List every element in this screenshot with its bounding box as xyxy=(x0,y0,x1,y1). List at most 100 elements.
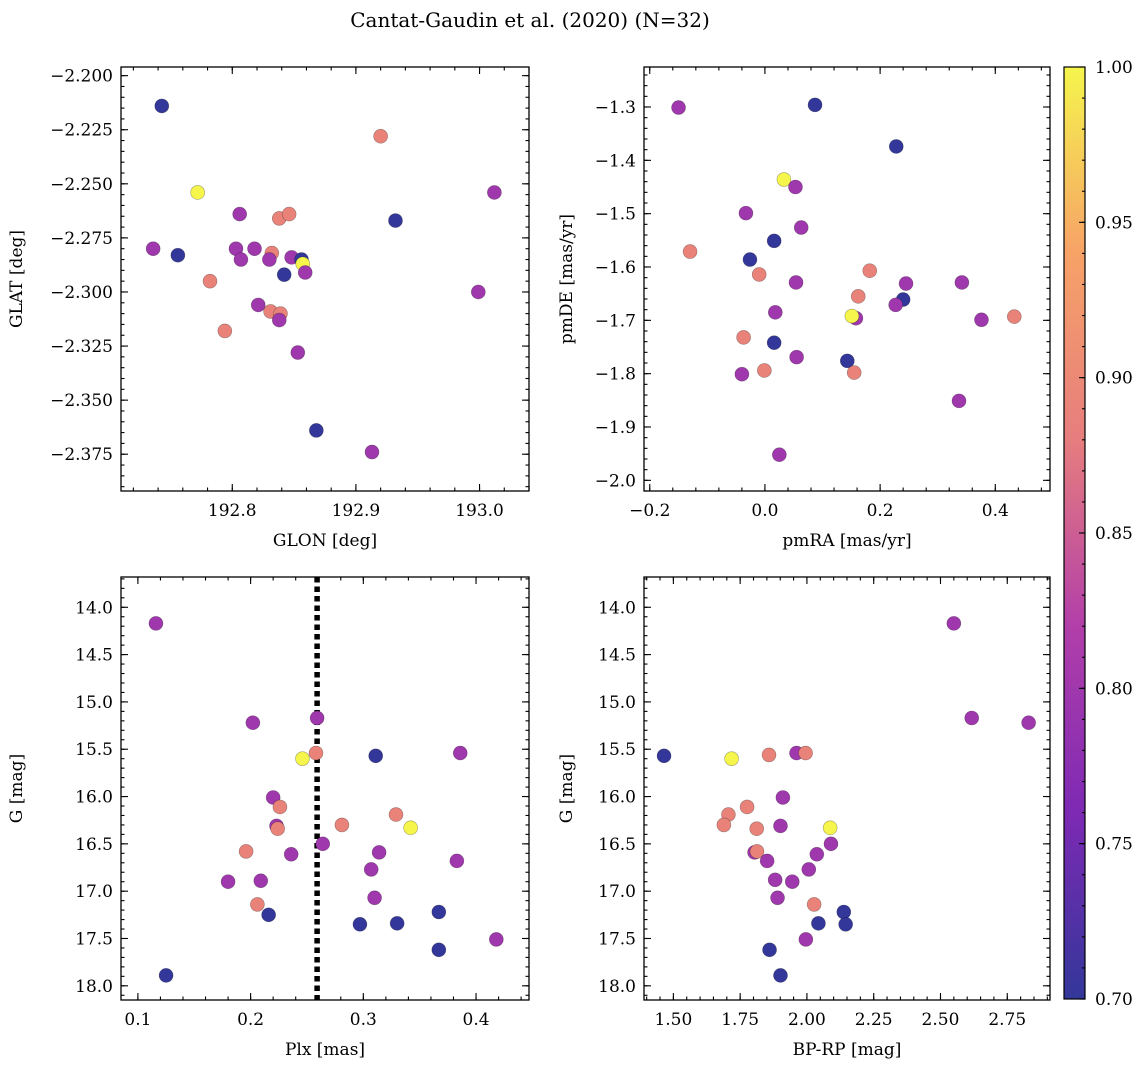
axes-frame xyxy=(643,576,1051,1001)
y-tick-label: 16.5 xyxy=(75,835,113,855)
data-point xyxy=(276,267,292,282)
data-point xyxy=(822,820,838,836)
data-point xyxy=(262,252,277,267)
data-point xyxy=(772,447,787,463)
data-point xyxy=(682,244,698,259)
data-point xyxy=(964,710,980,726)
x-tick-label: 1.75 xyxy=(721,1010,759,1030)
y-tick-label: 14.5 xyxy=(598,646,636,666)
data-point xyxy=(761,747,777,763)
y-tick-label: −2.0 xyxy=(595,471,636,491)
data-point xyxy=(217,323,233,339)
data-point xyxy=(452,745,468,761)
y-axis-label: G [mag] xyxy=(7,754,27,823)
y-tick-label: −1.3 xyxy=(595,98,636,118)
data-point xyxy=(888,139,904,154)
data-point xyxy=(487,185,502,200)
colorbar-tick-label: 0.80 xyxy=(1095,679,1133,699)
data-point xyxy=(371,845,387,860)
x-tick-label: 0.2 xyxy=(237,1010,264,1030)
data-point xyxy=(388,213,403,228)
y-tick-label: −1.9 xyxy=(595,418,636,438)
data-point xyxy=(309,710,325,726)
data-point xyxy=(716,817,732,833)
data-point xyxy=(766,233,782,249)
data-point xyxy=(190,185,205,200)
y-tick-label: −1.5 xyxy=(595,205,636,225)
y-tick-label: −2.350 xyxy=(50,391,113,411)
y-tick-label: −2.275 xyxy=(50,229,113,249)
y-tick-label: 14.0 xyxy=(598,598,636,618)
data-point xyxy=(245,715,261,731)
data-point xyxy=(751,267,767,282)
data-point xyxy=(656,748,672,764)
y-tick-label: −1.8 xyxy=(595,365,636,385)
data-point xyxy=(844,308,860,324)
y-tick-label: 15.5 xyxy=(75,740,113,760)
data-point xyxy=(850,289,866,304)
x-tick-label: 0.0 xyxy=(751,501,778,521)
scatter-panels: 192.8 192.9 193.0 −2.200 −2.225 −2.250 −2.275 −… xyxy=(7,66,1051,1060)
data-point xyxy=(775,790,791,805)
data-point xyxy=(170,247,186,263)
data-point xyxy=(788,275,804,290)
y-tick-label: 15.0 xyxy=(75,693,113,713)
data-point xyxy=(232,206,247,222)
data-point xyxy=(154,98,170,114)
data-point xyxy=(759,853,775,869)
data-point xyxy=(888,297,903,313)
panel-glon-glat: 192.8 192.9 193.0 −2.200 −2.225 −2.250 −2.275 −… xyxy=(7,66,530,551)
x-tick-label: 2.75 xyxy=(988,1010,1026,1030)
data-point xyxy=(281,206,297,222)
y-tick-label: 17.0 xyxy=(598,882,636,902)
panel-pmra-pmde: −0.2 0.0 0.2 0.4 −1.3 −1.4 −1.5 −1.6 −1.7 −1.8 −1.… xyxy=(557,66,1051,551)
data-point xyxy=(270,821,285,837)
x-axis-label: Plx [mas] xyxy=(285,1040,365,1060)
data-point xyxy=(954,275,970,290)
x-tick-label: 0.4 xyxy=(982,501,1009,521)
data-point xyxy=(724,751,739,766)
data-point xyxy=(297,265,313,280)
data-point xyxy=(839,353,855,369)
x-axis-label: BP-RP [mag] xyxy=(793,1040,902,1060)
data-point xyxy=(801,862,817,877)
data-point xyxy=(389,916,405,931)
data-point xyxy=(846,365,862,380)
data-point xyxy=(742,252,758,267)
colorbar-tick-label: 0.70 xyxy=(1095,990,1133,1010)
y-tick-label: 15.5 xyxy=(598,740,636,760)
x-tick-label: 192.8 xyxy=(208,501,257,521)
data-point xyxy=(158,968,174,983)
colorbar-tick-label: 0.95 xyxy=(1095,213,1133,233)
data-point xyxy=(749,844,765,859)
x-axis-label: pmRA [mas/yr] xyxy=(782,531,911,551)
colorbar-tick-label: 0.75 xyxy=(1095,835,1133,855)
data-point xyxy=(364,444,380,460)
data-point xyxy=(838,916,853,932)
colorbar: 0.70 0.75 0.80 0.85 0.90 0.95 1.00 xyxy=(1063,58,1133,1010)
x-tick-label: 2.50 xyxy=(922,1010,960,1030)
data-point xyxy=(798,932,814,947)
x-tick-label: 0.4 xyxy=(463,1010,490,1030)
data-point xyxy=(250,897,265,912)
data-point xyxy=(431,942,447,958)
data-point xyxy=(290,345,306,360)
data-point xyxy=(807,97,823,113)
x-tick-label: 2.00 xyxy=(788,1010,826,1030)
data-point xyxy=(220,874,236,890)
data-point xyxy=(272,799,288,815)
data-point xyxy=(261,907,276,923)
x-tick-label: 1.50 xyxy=(654,1010,692,1030)
data-point xyxy=(946,616,962,631)
colorbar-tick-label: 0.85 xyxy=(1095,524,1133,544)
colorbar-tick-label: 0.90 xyxy=(1095,369,1133,389)
data-point xyxy=(148,616,164,631)
data-point xyxy=(738,205,754,221)
data-point xyxy=(271,312,287,328)
data-point xyxy=(250,297,266,313)
data-point xyxy=(768,305,783,320)
data-point xyxy=(367,890,382,906)
data-point xyxy=(283,846,299,862)
data-point xyxy=(671,100,686,115)
